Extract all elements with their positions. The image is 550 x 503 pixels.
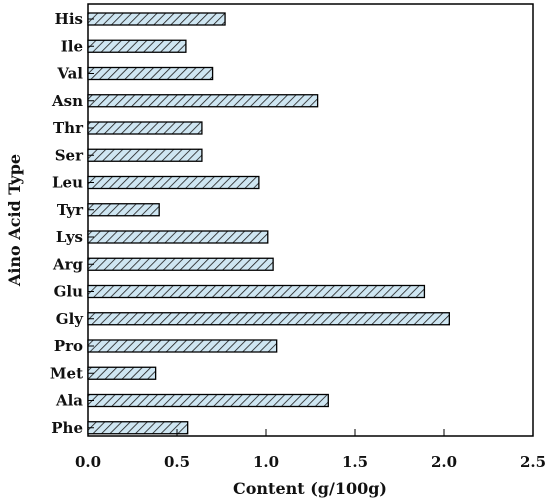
- category-label-leu: Leu: [52, 174, 83, 192]
- category-label-gly: Gly: [56, 310, 85, 328]
- bar-tyr: [87, 203, 160, 217]
- bar-met: [87, 366, 157, 380]
- x-ticks: 0.0 0.5 1.0 1.5 2.0 2.5: [75, 429, 546, 471]
- bar-val: [87, 66, 214, 81]
- bar-ser: [87, 148, 203, 162]
- bar-ile: [87, 39, 187, 53]
- bar-pro: [87, 339, 278, 353]
- x-tick-label: 0.0: [75, 453, 101, 471]
- category-label-pro: Pro: [54, 337, 83, 355]
- y-axis-title: Aino Acid Type: [5, 154, 24, 287]
- category-label-met: Met: [50, 364, 83, 382]
- bars-group: [87, 12, 450, 435]
- category-labels: His Ile Val Asn Thr Ser Leu Tyr Lys Arg Glu Gly Pro M…: [50, 10, 84, 437]
- category-label-lys: Lys: [56, 228, 83, 246]
- category-label-ser: Ser: [55, 146, 84, 164]
- x-axis-title: Content (g/100g): [233, 479, 387, 498]
- category-label-his: His: [55, 10, 83, 28]
- category-label-asn: Asn: [51, 92, 83, 110]
- plot-frame: [87, 3, 534, 437]
- x-tick-label: 2.5: [520, 453, 546, 471]
- bar-glu: [87, 284, 426, 299]
- bar-ala: [87, 393, 329, 408]
- bar-thr: [87, 121, 203, 135]
- bar-asn: [87, 94, 319, 108]
- bar-his: [87, 12, 226, 26]
- x-tick-label: 1.0: [253, 453, 279, 471]
- category-label-phe: Phe: [51, 419, 83, 437]
- category-label-ala: Ala: [55, 392, 83, 410]
- category-label-arg: Arg: [52, 255, 84, 273]
- category-label-tyr: Tyr: [57, 201, 84, 219]
- bar-leu: [87, 175, 260, 190]
- x-tick-label: 1.5: [342, 453, 368, 471]
- bar-lys: [87, 230, 269, 244]
- bar-phe: [87, 421, 189, 435]
- bar-gly: [87, 312, 450, 326]
- category-label-ile: Ile: [61, 37, 83, 55]
- bar-arg: [87, 257, 274, 271]
- x-tick-label: 2.0: [431, 453, 457, 471]
- category-label-thr: Thr: [53, 119, 84, 137]
- category-label-glu: Glu: [54, 283, 84, 301]
- category-label-val: Val: [56, 65, 83, 83]
- x-tick-label: 0.5: [164, 453, 190, 471]
